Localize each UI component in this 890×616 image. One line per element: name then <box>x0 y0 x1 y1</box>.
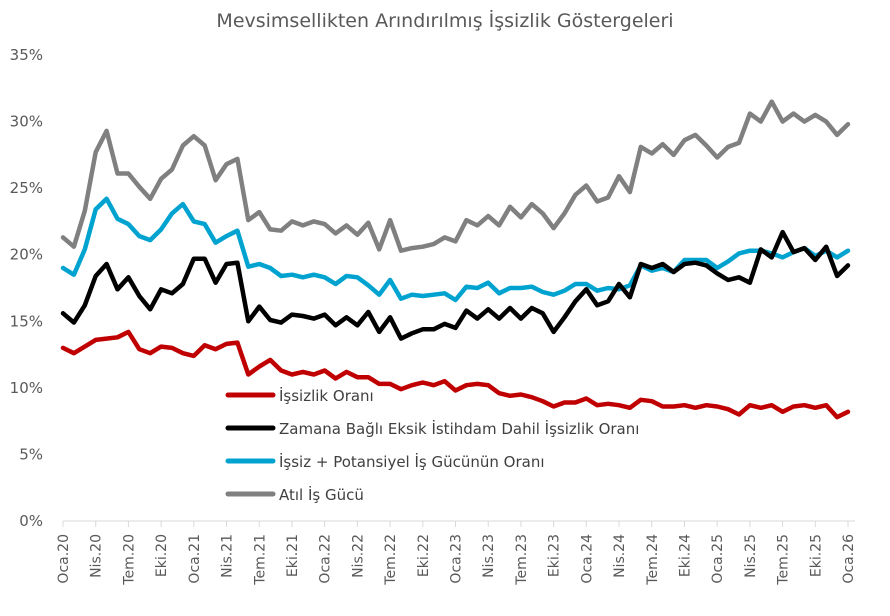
x-tick-label: Oca.22 <box>318 534 334 584</box>
x-axis: Oca.20 Nis.20 Tem.20 Eki.20 Oca.21 Nis.21 Tem.… <box>56 520 857 586</box>
chart-title: Mevsimsellikten Arındırılmış İşsizlik Gö… <box>216 9 673 32</box>
y-tick-label: 20% <box>10 246 43 264</box>
y-tick-label: 15% <box>10 312 43 330</box>
x-tick-label: Oca.25 <box>710 534 726 584</box>
x-tick-label: Nis.25 <box>743 534 759 578</box>
x-tick-label: Oca.26 <box>841 534 857 584</box>
legend-label: Atıl İş Gücü <box>279 485 364 504</box>
y-tick-label: 25% <box>10 179 43 197</box>
x-tick-label: Nis.20 <box>89 534 105 578</box>
x-tick-label: Tem.20 <box>121 534 137 586</box>
x-tick-label: Tem.21 <box>252 534 268 586</box>
x-tick-label: Tem.22 <box>383 534 399 586</box>
x-tick-label: Eki.20 <box>154 534 170 577</box>
legend-label: İşsiz + Potansiyel İş Gücünün Oranı <box>279 452 545 471</box>
legend: İşsizlik Oranı Zamana Bağlı Eksik İstihda… <box>225 386 639 504</box>
x-tick-label: Nis.24 <box>612 534 628 578</box>
x-tick-label: Eki.21 <box>285 534 301 577</box>
x-tick-label: Eki.22 <box>416 534 432 577</box>
x-tick-label: Oca.23 <box>449 534 465 584</box>
series-line-3 <box>60 99 851 253</box>
y-tick-label: 10% <box>10 379 43 397</box>
y-tick-label: 0% <box>19 512 43 530</box>
x-tick-label: Nis.22 <box>350 534 366 578</box>
x-tick-label: Eki.25 <box>808 534 824 577</box>
legend-label: İşsizlik Oranı <box>279 386 374 405</box>
y-axis: 0% 5% 10% 15% 20% 25% 30% 35% <box>10 46 43 530</box>
series-layer <box>60 99 851 420</box>
x-tick-label: Eki.24 <box>677 534 693 577</box>
x-tick-label: Nis.23 <box>481 534 497 578</box>
x-tick-label: Tem.25 <box>776 534 792 586</box>
x-tick-label: Oca.21 <box>187 534 203 584</box>
x-tick-label: Eki.23 <box>547 534 563 577</box>
series-line-1 <box>60 229 851 341</box>
series-line-0 <box>60 329 851 420</box>
series-line-2 <box>60 196 851 303</box>
x-tick-label: Nis.21 <box>220 534 236 578</box>
legend-label: Zamana Bağlı Eksik İstihdam Dahil İşsizl… <box>279 419 639 438</box>
y-tick-label: 35% <box>10 46 43 64</box>
x-tick-label: Oca.20 <box>56 534 72 584</box>
x-tick-label: Tem.23 <box>514 534 530 586</box>
x-tick-label: Tem.24 <box>645 534 661 586</box>
y-tick-label: 5% <box>19 445 43 463</box>
y-tick-label: 30% <box>10 113 43 131</box>
x-tick-label: Oca.24 <box>579 534 595 584</box>
